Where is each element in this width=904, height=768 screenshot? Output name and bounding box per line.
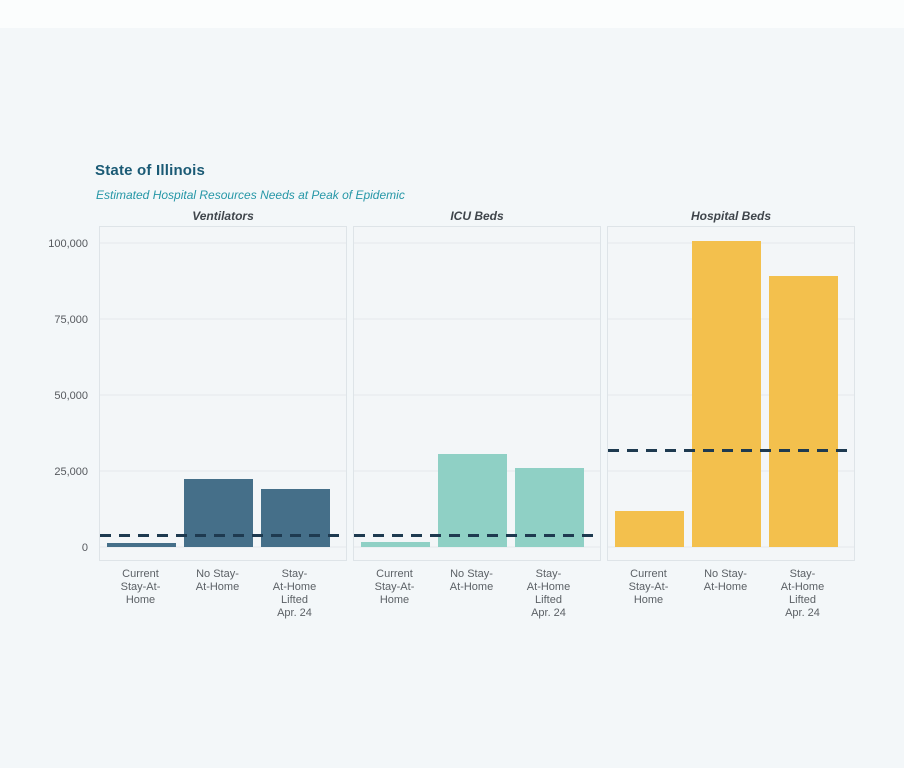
- y-tick-label-50000: 50,000: [54, 390, 88, 402]
- chart-subtitle: Estimated Hospital Resources Needs at Pe…: [96, 188, 405, 202]
- gridline-100000: [100, 242, 346, 244]
- x-tick-label-stay-at-home-lifted-apr-24: Stay- At-Home Lifted Apr. 24: [781, 568, 824, 620]
- gridline-100000: [354, 242, 600, 244]
- panel-hospital-beds: [607, 226, 855, 561]
- x-tick-label-line: At-Home: [526, 581, 571, 593]
- x-tick-label-line: No Stay-: [450, 568, 493, 580]
- panel-icu-beds: [353, 226, 601, 561]
- chart-title: State of Illinois: [95, 162, 206, 179]
- x-tick-label-line: Lifted: [535, 594, 562, 606]
- x-tick-label-line: At-Home: [449, 581, 494, 593]
- x-tick-label-line: Stay-: [535, 568, 562, 580]
- y-tick-label-100000: 100,000: [48, 238, 88, 250]
- top-strip: [0, 0, 904, 28]
- x-tick-label-line: Apr. 24: [785, 607, 820, 619]
- x-tick-label-no-stay-at-home: No Stay- At-Home: [704, 568, 747, 594]
- x-tick-label-line: Lifted: [281, 594, 308, 606]
- bar-icu-beds-current-stay-at-home: [361, 542, 430, 547]
- x-tick-label-line: Lifted: [789, 594, 816, 606]
- y-axis: 0 25,000 50,000 75,000 100,000: [37, 226, 93, 561]
- y-tick-label-75000: 75,000: [54, 314, 88, 326]
- x-tick-label-current-stay-at-home: Current Stay-At- Home: [121, 568, 161, 607]
- gridline-50000: [100, 394, 346, 396]
- gridline-75000: [100, 318, 346, 320]
- bar-ventilators-stay-at-home-lifted-apr-24: [261, 489, 330, 547]
- bar-hospital-beds-stay-at-home-lifted-apr-24: [769, 275, 838, 547]
- x-tick-label-no-stay-at-home: No Stay- At-Home: [196, 568, 239, 594]
- x-tick-label-current-stay-at-home: Current Stay-At- Home: [629, 568, 669, 607]
- y-tick-label-0: 0: [81, 542, 88, 554]
- x-tick-label-stay-at-home-lifted-apr-24: Stay- At-Home Lifted Apr. 24: [527, 568, 570, 620]
- bar-hospital-beds-current-stay-at-home: [615, 510, 684, 547]
- gridline-0: [354, 546, 600, 548]
- bar-ventilators-current-stay-at-home: [107, 543, 176, 547]
- x-tick-label-line: No Stay-: [704, 568, 747, 580]
- x-labels-hospital-beds: Current Stay-At- Home No Stay- At-Home Stay- A…: [607, 568, 855, 632]
- gridline-0: [608, 546, 854, 548]
- x-tick-label-line: Stay-: [281, 568, 308, 580]
- panel-title-ventilators: Ventilators: [192, 209, 254, 223]
- x-tick-label-line: Home: [633, 594, 664, 606]
- x-tick-label-line: No Stay-: [196, 568, 239, 580]
- x-tick-label-line: Stay-At-: [374, 581, 415, 593]
- x-labels-spacer: [37, 568, 93, 632]
- capacity-line-icu-beds: [354, 534, 600, 538]
- panel-titles-row: Ventilators ICU Beds Hospital Beds: [37, 209, 855, 223]
- x-tick-label-stay-at-home-lifted-apr-24: Stay- At-Home Lifted Apr. 24: [273, 568, 316, 620]
- panels-row: 0 25,000 50,000 75,000 100,000: [37, 226, 855, 561]
- x-tick-label-line: At-Home: [195, 581, 240, 593]
- y-tick-label-25000: 25,000: [54, 466, 88, 478]
- x-tick-label-no-stay-at-home: No Stay- At-Home: [450, 568, 493, 594]
- x-tick-label-line: Current: [122, 568, 159, 580]
- x-labels-ventilators: Current Stay-At- Home No Stay- At-Home Stay- A…: [99, 568, 347, 632]
- x-labels-icu-beds: Current Stay-At- Home No Stay- At-Home Stay- A…: [353, 568, 601, 632]
- gridline-25000: [100, 470, 346, 472]
- x-tick-label-line: Current: [376, 568, 413, 580]
- x-labels-row: Current Stay-At- Home No Stay- At-Home Stay- A…: [37, 568, 855, 632]
- bar-hospital-beds-no-stay-at-home: [692, 241, 761, 547]
- x-tick-label-line: Stay-At-: [120, 581, 161, 593]
- x-tick-label-line: Current: [630, 568, 667, 580]
- x-tick-label-line: Stay-At-: [628, 581, 669, 593]
- x-tick-label-line: Home: [125, 594, 156, 606]
- panel-ventilators: [99, 226, 347, 561]
- bar-icu-beds-no-stay-at-home: [438, 453, 507, 547]
- x-tick-label-line: Apr. 24: [531, 607, 566, 619]
- panel-title-hospital-beds: Hospital Beds: [690, 209, 771, 223]
- capacity-line-ventilators: [100, 534, 346, 538]
- x-tick-label-line: At-Home: [272, 581, 317, 593]
- x-tick-label-line: At-Home: [703, 581, 748, 593]
- capacity-line-hospital-beds: [608, 449, 854, 453]
- x-tick-label-line: At-Home: [780, 581, 825, 593]
- x-tick-label-current-stay-at-home: Current Stay-At- Home: [375, 568, 415, 607]
- x-tick-label-line: Stay-: [789, 568, 816, 580]
- x-tick-label-line: Home: [379, 594, 410, 606]
- hospital-resources-chart: State of Illinois Estimated Hospital Res…: [37, 160, 855, 640]
- gridline-50000: [354, 394, 600, 396]
- x-tick-label-line: Apr. 24: [277, 607, 312, 619]
- panel-title-icu-beds: ICU Beds: [450, 209, 504, 223]
- y-axis-spacer: [37, 209, 93, 223]
- bar-icu-beds-stay-at-home-lifted-apr-24: [515, 467, 584, 547]
- gridline-0: [100, 546, 346, 548]
- gridline-75000: [354, 318, 600, 320]
